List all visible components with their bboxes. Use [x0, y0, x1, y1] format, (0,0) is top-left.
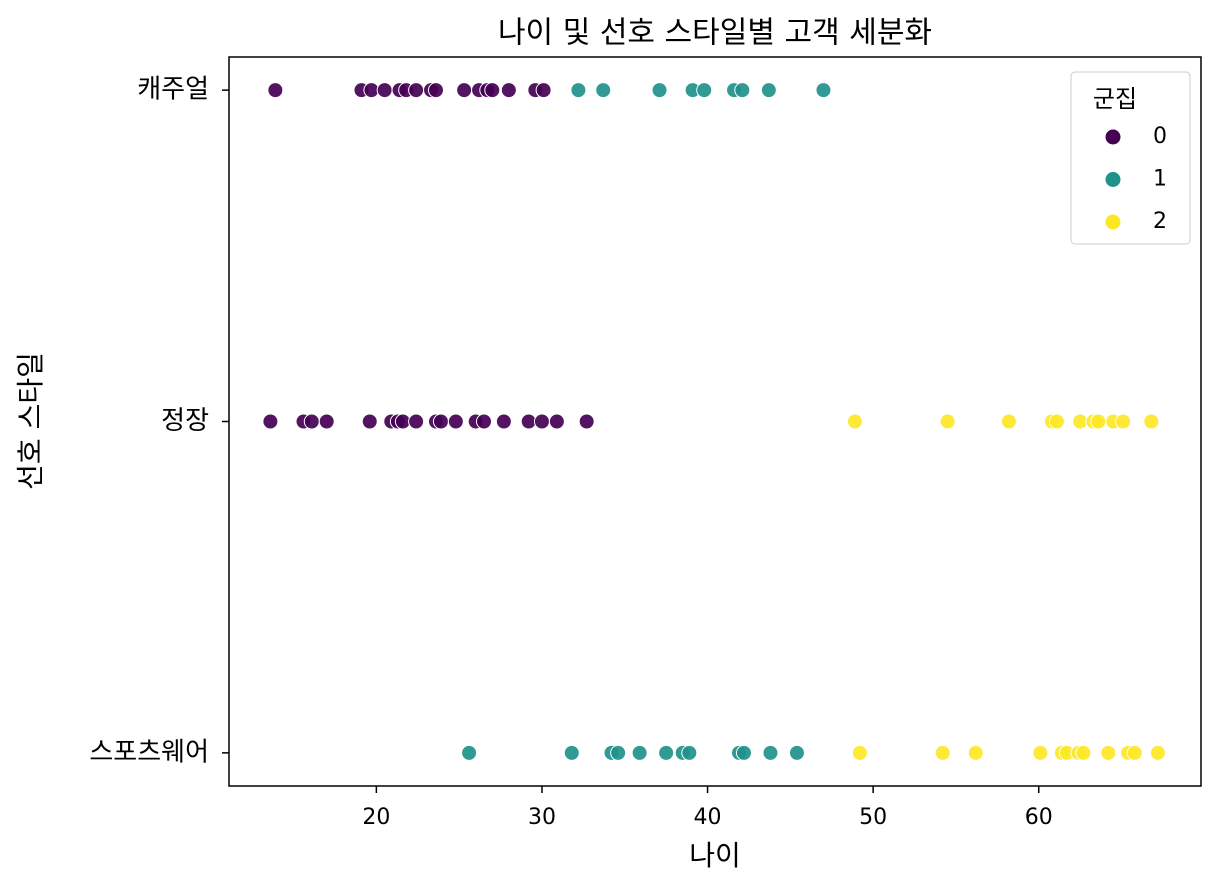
legend-box [1070, 71, 1191, 245]
scatter-point [1048, 413, 1065, 430]
scatter-point [563, 744, 580, 761]
scatter-point [578, 413, 595, 430]
scatter-point [815, 82, 832, 99]
scatter-point [1000, 413, 1017, 430]
scatter-point [1100, 744, 1117, 761]
scatter-point [570, 82, 587, 99]
legend-marker [1104, 128, 1122, 146]
scatter-point [967, 744, 984, 761]
plot-frame [228, 56, 1202, 787]
scatter-point [262, 413, 279, 430]
scatter-point [734, 82, 751, 99]
scatter-point [408, 413, 425, 430]
scatter-point [533, 413, 550, 430]
y-tick-label: 정장 [161, 406, 209, 436]
scatter-point [361, 413, 378, 430]
scatter-point [1143, 413, 1160, 430]
x-tick-label: 50 [859, 805, 887, 830]
scatter-point [427, 82, 444, 99]
scatter-point [788, 744, 805, 761]
y-axis-label: 선호 스타일 [14, 352, 47, 490]
scatter-point [651, 82, 668, 99]
scatter-point [1126, 744, 1143, 761]
scatter-point [303, 413, 320, 430]
scatter-point [456, 82, 473, 99]
scatter-point [1032, 744, 1049, 761]
scatter-point [760, 82, 777, 99]
scatter-point [846, 413, 863, 430]
legend-label: 1 [1153, 167, 1167, 192]
y-tick-label: 캐주얼 [137, 75, 209, 105]
scatter-point [318, 413, 335, 430]
scatter-point [476, 413, 493, 430]
scatter-point [376, 82, 393, 99]
scatter-point [495, 413, 512, 430]
scatter-point [484, 82, 501, 99]
x-tick-label: 60 [1025, 805, 1053, 830]
scatter-point [1090, 413, 1107, 430]
scatter-point [631, 744, 648, 761]
scatter-point [1115, 413, 1132, 430]
scatter-point [681, 744, 698, 761]
x-tick-label: 40 [694, 805, 722, 830]
x-tick-label: 20 [362, 805, 390, 830]
scatter-point [461, 744, 478, 761]
legend-title: 군집 [1093, 85, 1137, 113]
scatter-point [447, 413, 464, 430]
scatter-point [267, 82, 284, 99]
scatter-point [1075, 744, 1092, 761]
scatter-point [658, 744, 675, 761]
scatter-point [548, 413, 565, 430]
scatter-point [851, 744, 868, 761]
legend-label: 2 [1153, 209, 1167, 234]
chart-title: 나이 및 선호 스타일별 고객 세분화 [498, 16, 932, 51]
scatter-point [595, 82, 612, 99]
scatter-point [408, 82, 425, 99]
legend-marker [1104, 213, 1122, 231]
x-axis-label: 나이 [689, 839, 741, 872]
scatter-point [610, 744, 627, 761]
scatter-point [696, 82, 713, 99]
scatter-point [762, 744, 779, 761]
scatter-point [535, 82, 552, 99]
x-tick-label: 30 [528, 805, 556, 830]
scatter-point [939, 413, 956, 430]
legend-label: 0 [1153, 124, 1167, 149]
scatter-point [432, 413, 449, 430]
scatter-point [735, 744, 752, 761]
scatter-point [934, 744, 951, 761]
legend-marker [1104, 171, 1122, 188]
scatter-point [1149, 744, 1166, 761]
scatter-point [500, 82, 517, 99]
y-tick-label: 스포츠웨어 [89, 737, 209, 767]
